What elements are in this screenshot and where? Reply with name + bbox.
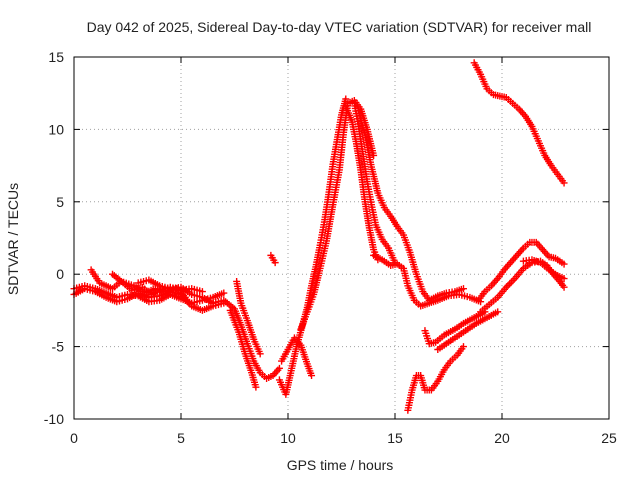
data-point: [256, 350, 264, 358]
data-point: [220, 289, 228, 297]
series-track-21: [474, 238, 568, 304]
data-point: [342, 95, 350, 103]
x-tick-label: 0: [70, 430, 78, 446]
data-point: [494, 308, 502, 316]
x-tick-label: 25: [601, 430, 617, 446]
data-marks: [70, 59, 568, 414]
x-tick-label: 15: [387, 430, 403, 446]
data-point: [275, 364, 283, 372]
series-track-20: [470, 59, 568, 187]
y-tick-label: 5: [56, 194, 64, 210]
series-track-14: [350, 99, 399, 267]
y-tick-label: -5: [52, 339, 65, 355]
series-track-19: [404, 343, 467, 414]
data-point: [560, 275, 568, 283]
data-point: [459, 285, 467, 293]
data-point: [560, 283, 568, 291]
series-track-18: [434, 308, 502, 353]
series-track-10: [278, 334, 316, 380]
x-tick-label: 20: [494, 430, 510, 446]
plot-frame: [73, 56, 610, 420]
data-point: [308, 372, 316, 380]
axis-ticks: 0 5 10 15 20 25 -10 -5 0 5 10 15: [44, 49, 617, 446]
x-tick-label: 5: [177, 430, 185, 446]
y-tick-label: 10: [48, 121, 64, 137]
series-track-5: [134, 276, 217, 307]
series-track-9: [267, 251, 279, 267]
series-track-15: [355, 107, 467, 304]
data-point: [252, 383, 260, 391]
grid: [74, 57, 609, 419]
data-point: [560, 260, 568, 268]
data-point: [459, 343, 467, 351]
y-tick-label: 0: [56, 266, 64, 282]
data-point: [560, 179, 568, 187]
data-point: [271, 259, 279, 267]
data-point: [181, 293, 189, 301]
chart-title: Day 042 of 2025, Sidereal Day-to-day VTE…: [87, 19, 592, 35]
series-track-8: [233, 277, 264, 358]
y-axis-label: SDTVAR / TECUs: [5, 183, 21, 295]
x-axis-label: GPS time / hours: [287, 457, 394, 473]
series-track-7: [226, 306, 260, 391]
x-tick-label: 10: [280, 430, 296, 446]
series-track-11: [275, 95, 350, 398]
series-track-16: [370, 251, 485, 310]
y-tick-label: -10: [44, 411, 64, 427]
series-track-23: [519, 256, 568, 283]
y-tick-label: 15: [48, 49, 64, 65]
